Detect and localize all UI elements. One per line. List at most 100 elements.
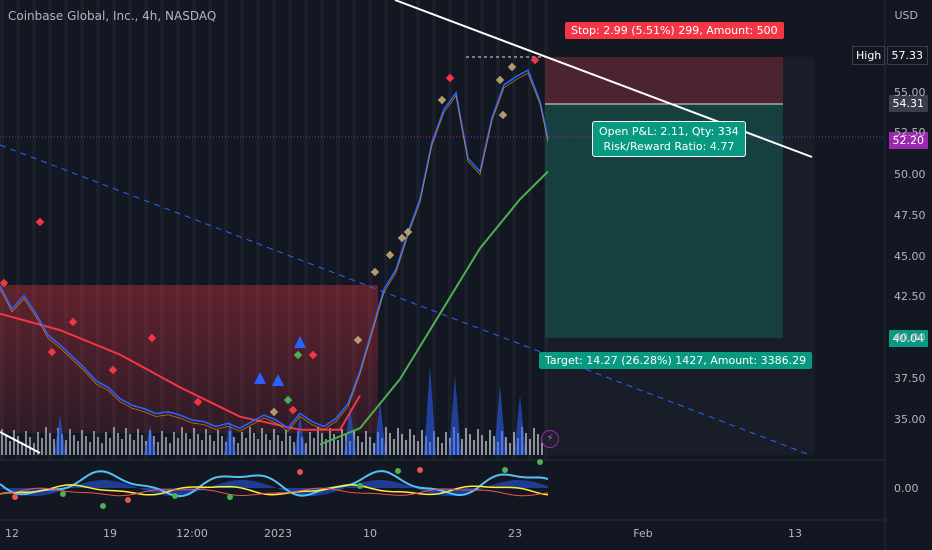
session-stripe xyxy=(16,0,20,460)
volume-spike xyxy=(374,400,386,455)
session-stripe xyxy=(192,0,196,460)
session-stripe xyxy=(0,0,4,460)
oscillator-dot xyxy=(100,503,106,509)
oscillator-area xyxy=(0,480,548,496)
session-stripe xyxy=(128,0,132,460)
oscillator-line xyxy=(0,484,549,496)
session-stripe xyxy=(496,0,500,460)
x-tick-label: 12 xyxy=(5,527,19,540)
currency-label: USD xyxy=(894,9,918,22)
target-tag: 40.04 xyxy=(888,330,928,347)
session-stripe xyxy=(144,0,148,460)
session-stripe xyxy=(256,0,260,460)
oscillator-pane xyxy=(0,459,549,509)
volume-spike xyxy=(294,415,306,455)
session-stripe xyxy=(448,0,452,460)
ma-green-line xyxy=(319,170,549,446)
session-stripe xyxy=(224,0,228,460)
x-tick-label: 2023 xyxy=(264,527,292,540)
y-tick-label: 50.00 xyxy=(894,168,926,181)
pnl-label: Open P&L: 2.11, Qty: 334 Risk/Reward Rat… xyxy=(592,121,746,157)
session-stripe xyxy=(64,0,68,460)
x-tick-label: 19 xyxy=(103,527,117,540)
oscillator-dot xyxy=(395,468,401,474)
session-stripe xyxy=(320,0,324,460)
entry-tag: 54.31 xyxy=(888,95,928,112)
signal-marker xyxy=(35,217,45,227)
signal-marker xyxy=(147,333,157,343)
session-stripe xyxy=(512,0,516,460)
volume-spike xyxy=(449,375,461,455)
session-stripe xyxy=(464,0,468,460)
session-stripe xyxy=(160,0,164,460)
signal-marker xyxy=(353,335,363,345)
lightning-icon[interactable]: ⚡ xyxy=(541,430,559,448)
oscillator-dot xyxy=(172,493,178,499)
signal-marker xyxy=(308,350,318,360)
signal-marker xyxy=(283,395,293,405)
session-stripe xyxy=(208,0,212,460)
signal-marker xyxy=(403,227,413,237)
oscillator-line xyxy=(0,487,549,497)
session-stripe xyxy=(528,0,532,460)
session-stripe xyxy=(384,0,388,460)
signal-marker xyxy=(68,317,78,327)
y-tick-label: 42.50 xyxy=(894,290,926,303)
trendline-left xyxy=(0,431,41,454)
signal-marker xyxy=(498,110,508,120)
volume-spike xyxy=(144,425,156,455)
volume-spike xyxy=(424,365,436,455)
target-label: Target: 14.27 (26.28%) 1427, Amount: 338… xyxy=(539,352,813,369)
chart-title: Coinbase Global, Inc., 4h, NASDAQ xyxy=(8,9,217,23)
session-stripes xyxy=(0,0,548,460)
oscillator-dot xyxy=(297,469,303,475)
signal-marker xyxy=(495,75,505,85)
signal-markers xyxy=(0,55,540,417)
stop-zone xyxy=(545,57,783,104)
signal-marker xyxy=(272,374,284,386)
session-stripe xyxy=(112,0,116,460)
session-stripe xyxy=(400,0,404,460)
oscillator-dot xyxy=(502,467,508,473)
supply-zone xyxy=(0,285,378,433)
session-stripe xyxy=(272,0,276,460)
volume-spike xyxy=(224,420,236,455)
signal-marker xyxy=(294,336,306,348)
signal-marker xyxy=(254,372,266,384)
y-tick-label: 55.00 xyxy=(894,86,926,99)
oscillator-line xyxy=(0,470,549,498)
ma-red-line xyxy=(0,312,361,431)
session-stripe xyxy=(304,0,308,460)
volume-bars xyxy=(1,365,543,455)
session-stripe xyxy=(368,0,372,460)
session-stripe xyxy=(48,0,52,460)
session-stripe xyxy=(480,0,484,460)
x-tick-label: 10 xyxy=(363,527,377,540)
session-stripe xyxy=(32,0,36,460)
y-tick-label: 47.50 xyxy=(894,209,926,222)
signal-marker xyxy=(108,365,118,375)
y-tick-label: 52.50 xyxy=(894,126,926,139)
y-tick-label: 37.50 xyxy=(894,372,926,385)
y-tick-label: 45.00 xyxy=(894,250,926,263)
oscillator-dot xyxy=(125,497,131,503)
oscillator-dot xyxy=(60,491,66,497)
volume-spike xyxy=(514,395,526,455)
volume-spike xyxy=(344,405,356,455)
x-tick-label: Feb xyxy=(633,527,653,540)
signal-marker xyxy=(193,397,203,407)
session-stripe xyxy=(544,0,548,460)
oscillator-dot xyxy=(12,494,18,500)
signal-marker xyxy=(0,278,9,288)
signal-marker xyxy=(47,347,57,357)
x-tick-label: 12:00 xyxy=(176,527,208,540)
channel-line xyxy=(0,144,811,456)
session-stripe xyxy=(240,0,244,460)
signal-marker xyxy=(437,95,447,105)
session-stripe xyxy=(416,0,420,460)
x-tick-label: 23 xyxy=(508,527,522,540)
signal-marker xyxy=(370,267,380,277)
volume-spike xyxy=(494,385,506,455)
session-stripe xyxy=(96,0,100,460)
